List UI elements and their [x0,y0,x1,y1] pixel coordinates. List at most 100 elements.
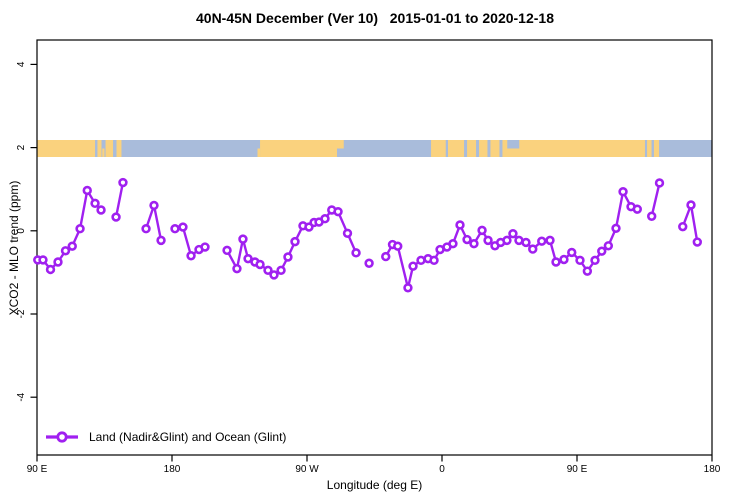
map-strip-land-segment [653,140,660,157]
data-line-segment [144,204,163,242]
data-point-marker [283,252,293,262]
chart-title: 40N-45N December (Ver 10) 2015-01-01 to … [196,10,554,26]
map-strip-land-segment [97,140,102,157]
data-point-marker [654,178,665,188]
data-point-marker [551,257,561,267]
x-axis-title: Longitude (deg E) [326,478,423,492]
data-point-marker [611,223,621,234]
data-point-marker [521,237,531,248]
data-point-marker [96,205,106,215]
data-point-marker [263,265,273,276]
data-point-marker [255,259,265,270]
data-point-marker [646,211,657,221]
x-tick-label: 0 [439,464,445,475]
data-point-marker [686,200,696,210]
data-point-marker [483,235,493,246]
legend-label: Land (Nadir&Glint) and Ocean (Glint) [89,430,287,444]
data-point-marker [455,220,465,230]
data-point-marker [82,185,92,196]
data-point-marker [429,255,439,266]
data-point-marker [416,255,426,266]
map-strip-land-segment [448,140,465,157]
data-point-marker [528,244,538,254]
data-point-marker [603,241,614,251]
data-point-marker [243,253,253,264]
data-point-marker [186,251,196,261]
data-point-marker [582,266,593,276]
data-point-marker [477,225,487,236]
data-point-marker [170,224,180,234]
data-point-marker [60,246,71,256]
y-tick-label: 4 [16,61,27,67]
data-point-marker [502,235,512,246]
map-strip-land-segment [105,140,114,157]
data-point-marker [469,238,479,249]
data-line-segment [650,181,661,218]
y-tick-label: -4 [16,392,27,401]
map-strip-ocean-notch [507,140,520,149]
map-strip-land-patch [102,148,105,157]
data-point-marker [276,265,286,276]
map-strip-land-patch [337,140,344,149]
data-point-marker [269,270,279,280]
data-point-marker [575,255,585,266]
map-strip-land-segment [479,140,488,157]
map-strip-land-segment [502,140,645,157]
data-point-marker [67,241,77,251]
data-point-marker [342,228,353,238]
legend-marker-icon [46,431,78,443]
data-point-marker [462,234,472,245]
data-point-marker [508,229,518,239]
legend: Land (Nadir&Glint) and Ocean (Glint) [44,428,286,446]
data-point-marker [692,237,702,247]
data-point-marker [45,264,56,275]
x-tick-label: 90 E [567,464,588,475]
data-point-marker [590,255,600,266]
data-point-marker [75,224,85,234]
data-point-marker [200,242,210,252]
data-point-marker [90,198,100,209]
map-strip-land-segment [467,140,477,157]
data-point-marker [222,245,232,256]
x-tick-label: 180 [704,464,721,475]
data-point-marker [351,248,361,258]
y-tick-label: 0 [16,228,27,234]
data-point-marker [678,221,688,232]
data-point-marker [408,261,418,271]
data-point-marker [381,251,391,262]
data-point-marker [448,238,458,249]
y-tick-label: -2 [16,309,27,318]
plot-box [36,39,713,456]
x-tick-label: 90 W [295,464,319,475]
map-strip-land-segment [647,140,652,157]
x-tick-label: 180 [164,464,181,475]
data-line-segment [114,181,125,219]
data-point-marker [320,214,330,224]
map-strip-land-segment [260,140,337,157]
map-strip-land-segment [116,140,122,157]
data-point-marker [141,224,151,234]
data-point-marker [238,234,248,244]
data-point-marker [290,236,300,247]
data-point-marker [149,200,159,211]
data-point-marker [559,254,569,265]
data-point-marker [156,235,166,246]
data-point-marker [632,204,642,214]
x-tick-label: 90 E [27,464,48,475]
data-point-marker [393,241,403,251]
data-point-marker [403,283,413,293]
data-point-marker [618,186,628,197]
data-point-marker [545,235,555,246]
data-point-marker [597,246,607,256]
data-point-marker [333,206,343,217]
data-point-marker [364,258,374,268]
data-point-marker [118,177,128,188]
map-strip-land-segment [37,140,96,157]
data-point-marker [537,236,547,246]
data-point-marker [111,212,121,222]
map-strip-land-segment [490,140,500,157]
data-point-marker [38,255,48,265]
data-point-marker [178,222,188,232]
